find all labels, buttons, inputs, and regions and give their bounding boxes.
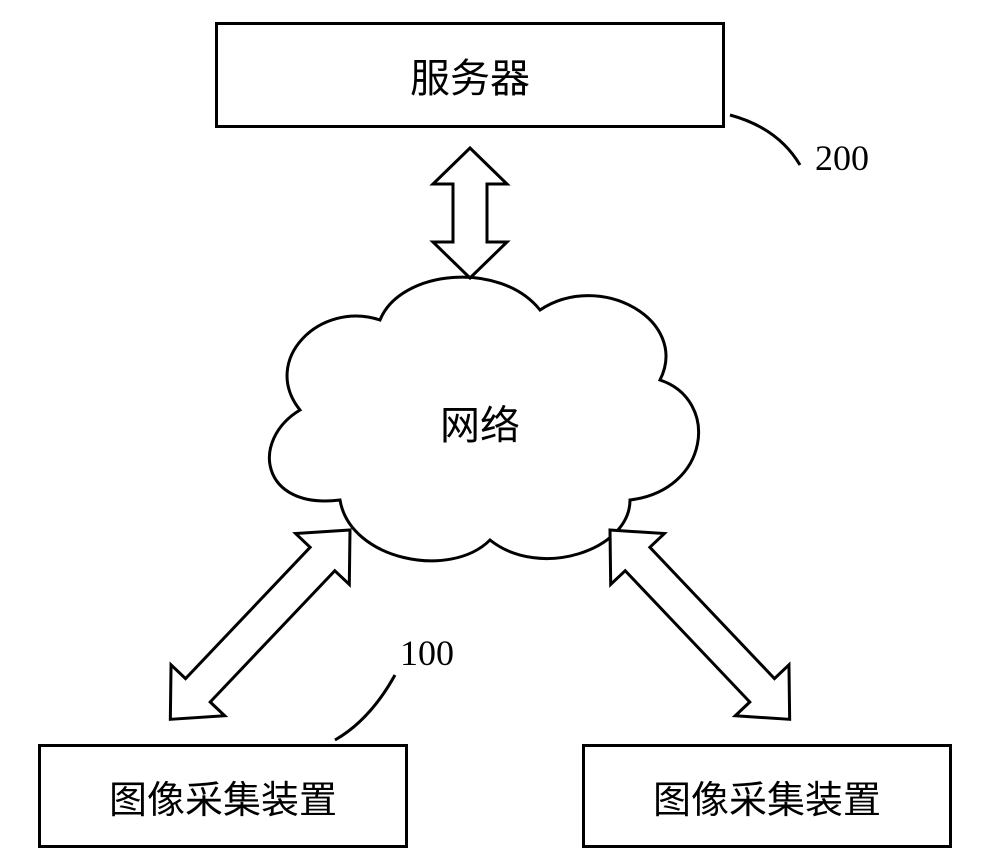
callout-200: 200	[730, 115, 869, 178]
arrow-network-right	[583, 505, 816, 745]
diagram-canvas: 服务器 图像采集装置 图像采集装置 网络	[0, 0, 1000, 866]
callout-100-label: 100	[400, 633, 454, 673]
svg-overlay: 网络 200 100	[0, 0, 1000, 866]
arrow-network-left	[144, 505, 377, 745]
callout-100: 100	[335, 633, 454, 740]
callout-200-label: 200	[815, 138, 869, 178]
arrow-server-network	[433, 148, 507, 278]
network-label: 网络	[440, 403, 520, 448]
network-cloud: 网络	[269, 277, 698, 561]
